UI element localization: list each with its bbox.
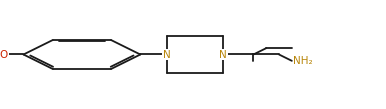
Text: N: N (219, 49, 227, 60)
Text: NH₂: NH₂ (293, 56, 313, 66)
Text: O: O (0, 49, 8, 60)
Text: N: N (163, 49, 171, 60)
